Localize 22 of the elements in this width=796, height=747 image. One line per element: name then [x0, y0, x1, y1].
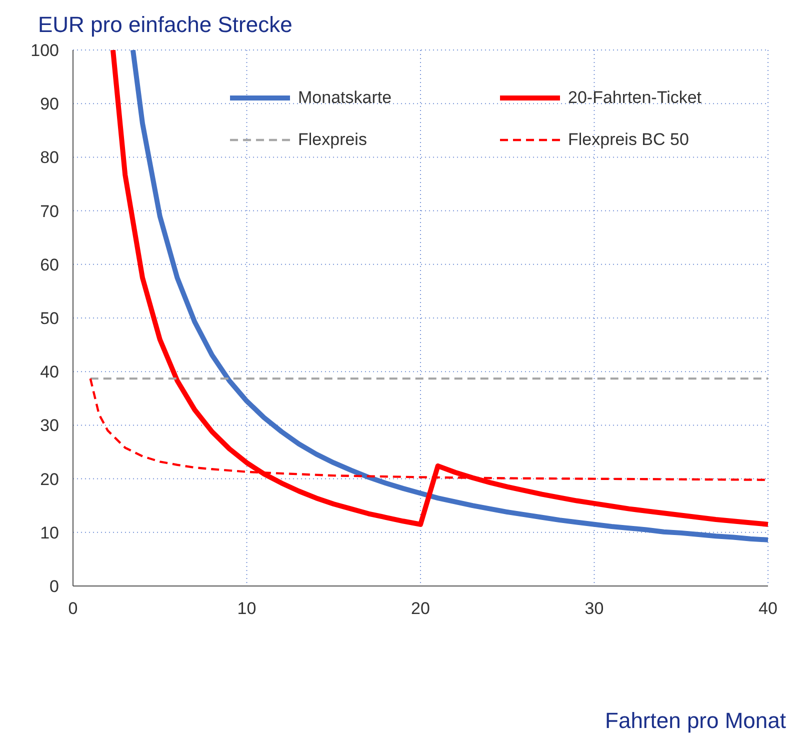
- y-tick-label: 30: [40, 416, 59, 436]
- legend-label: Monatskarte: [298, 88, 392, 108]
- y-axis-title: EUR pro einfache Strecke: [38, 12, 292, 38]
- y-tick-label: 0: [50, 577, 59, 596]
- y-tick-label: 50: [40, 309, 59, 328]
- x-tick-label: 20: [411, 599, 430, 618]
- x-tick-label: 40: [758, 599, 778, 618]
- y-tick-label: 100: [30, 41, 59, 60]
- y-tick-label: 90: [40, 94, 59, 114]
- y-tick-label: 70: [40, 202, 59, 221]
- legend-label: 20-Fahrten-Ticket: [568, 88, 702, 108]
- y-tick-label: 60: [40, 255, 59, 274]
- y-tick-label: 80: [40, 148, 59, 168]
- y-tick-label: 10: [40, 523, 59, 542]
- x-axis-title: Fahrten pro Monat: [605, 708, 786, 734]
- y-tick-label: 40: [40, 362, 59, 382]
- x-tick-label: 30: [584, 599, 604, 618]
- legend-label: Flexpreis BC 50: [568, 130, 689, 150]
- legend-label: Flexpreis: [298, 130, 367, 150]
- x-tick-label: 0: [68, 599, 78, 618]
- x-tick-label: 10: [237, 599, 256, 618]
- y-tick-label: 20: [40, 470, 59, 489]
